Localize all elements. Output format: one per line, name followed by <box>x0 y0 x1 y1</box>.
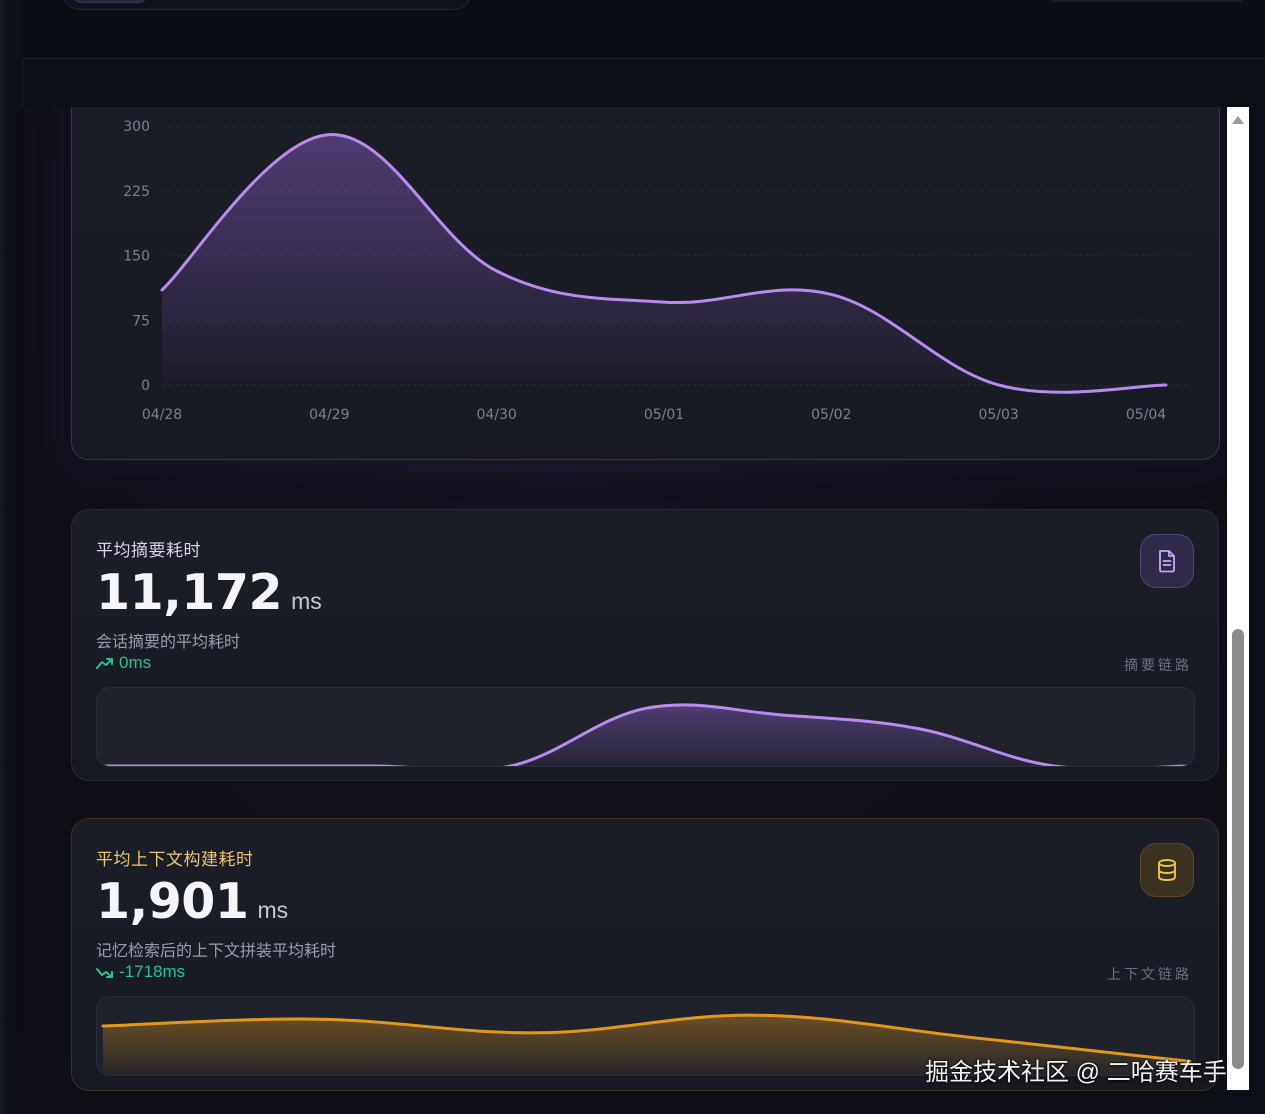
avg-context-build-latency-card[interactable]: 平均上下文构建耗时 1,901 ms 记忆检索后的上下文拼装平均耗时 -1718… <box>71 818 1219 1091</box>
card-title: 平均摘要耗时 <box>96 541 201 560</box>
watermark: 掘金技术社区 @ 二哈赛车手 <box>925 1059 1227 1086</box>
sparkline-area <box>103 704 1190 766</box>
metric-value: 1,901 <box>96 873 249 930</box>
top-right-control[interactable] <box>1052 0 1242 2</box>
trend-indicator: 0ms <box>96 653 151 673</box>
x-tick-label: 04/29 <box>309 407 349 423</box>
context-sparkline <box>96 996 1195 1076</box>
chain-label: 上下文链路 <box>1107 966 1192 982</box>
chain-label: 摘要链路 <box>1124 657 1192 673</box>
metric: 1,901 ms <box>96 873 288 930</box>
metric-unit: ms <box>291 588 322 614</box>
card-title: 平均上下文构建耗时 <box>96 850 254 869</box>
y-tick-label: 225 <box>123 184 150 200</box>
avg-summary-latency-card[interactable]: 平均摘要耗时 11,172 ms 会话摘要的平均耗时 0ms 摘要链路 <box>71 509 1219 781</box>
scrollbar[interactable] <box>1227 107 1249 1090</box>
y-tick-label: 150 <box>123 249 150 265</box>
metric-value: 11,172 <box>96 564 283 621</box>
summary-sparkline <box>96 687 1195 767</box>
y-tick-label: 0 <box>141 378 150 394</box>
sparkline-area <box>103 1015 1190 1075</box>
sparkline-line <box>101 703 1192 766</box>
trend-down-icon <box>96 968 113 978</box>
scroll-up-arrow-icon[interactable] <box>1232 116 1244 124</box>
x-tick-label: 05/03 <box>978 407 1018 423</box>
x-tick-label: 04/30 <box>476 407 516 423</box>
sparkline-line <box>101 1013 1192 1063</box>
y-tick-label: 75 <box>132 313 150 329</box>
x-tick-label: 05/01 <box>644 407 684 423</box>
trend-value: 0ms <box>119 653 152 672</box>
series-line <box>160 133 1168 394</box>
x-tick-label: 04/28 <box>142 407 182 423</box>
document-icon <box>1140 534 1194 588</box>
top-filter-active-tab[interactable] <box>72 0 148 3</box>
x-tick-label: 05/02 <box>811 407 851 423</box>
latency-trend-chart: 0 75 150 225 300 04/28 04/29 04/30 05/01 05/02 05… <box>123 119 1186 423</box>
series-area <box>162 134 1166 393</box>
trend-up-icon <box>96 658 113 669</box>
metric-unit: ms <box>257 897 289 923</box>
top-bar <box>22 0 1265 59</box>
x-tick-label: 05/04 <box>1126 407 1166 423</box>
metric: 11,172 ms <box>96 564 322 621</box>
card-description: 记忆检索后的上下文拼装平均耗时 <box>96 943 337 960</box>
trend-value: -1718ms <box>119 962 186 981</box>
latency-trend-card: 0 75 150 225 300 04/28 04/29 04/30 05/01 05/02 05… <box>71 107 1220 460</box>
card-description: 会话摘要的平均耗时 <box>96 634 241 651</box>
y-tick-label: 300 <box>123 119 150 135</box>
scrollbar-thumb[interactable] <box>1232 629 1244 1069</box>
dashboard-scroll-area[interactable]: 0 75 150 225 300 04/28 04/29 04/30 05/01 05/02 05… <box>22 107 1225 1114</box>
window-left-edge <box>0 0 23 1114</box>
trend-indicator: -1718ms <box>96 962 185 982</box>
database-icon <box>1140 843 1194 897</box>
